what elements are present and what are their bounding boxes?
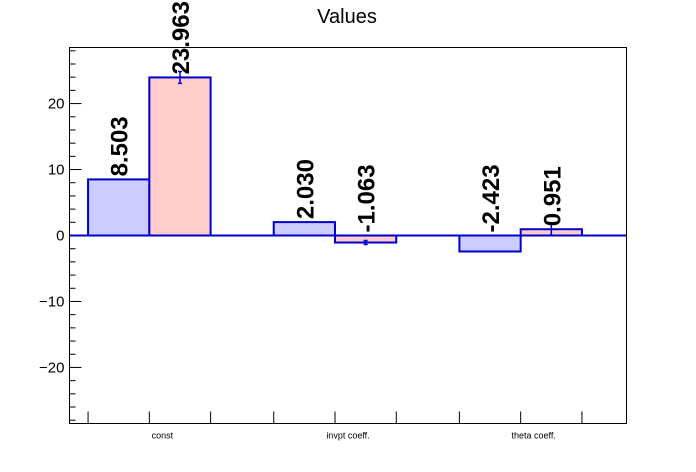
y-tick-label: 20 [48,96,65,113]
value-label: 8.503 [107,116,134,176]
value-label: -1.063 [354,164,381,232]
value-label: 0.951 [539,166,566,226]
x-category-label: const [152,431,174,441]
bar [87,178,151,237]
y-tick-label: −20 [39,359,64,376]
value-label: -2.423 [478,164,505,232]
x-category-label: invpt coeff. [326,431,369,441]
y-tick-label: 0 [56,228,64,245]
y-tick-label: −10 [39,293,64,310]
bar [148,76,212,237]
bar [458,234,522,253]
value-label: 23.963 [168,1,195,74]
y-axis: −20 −10 0 10 20 [39,50,82,421]
bars [69,70,627,253]
chart-title: Values [317,6,377,28]
x-category-label: theta coeff. [511,431,555,441]
bar [272,221,337,237]
value-labels: 8.503 2.030 -2.423 23.963 -1.063 0.951 [107,1,567,232]
x-axis: const invpt coeff. theta coeff. [87,411,583,441]
value-label: 2.030 [292,159,319,219]
y-tick-label: 10 [48,162,65,179]
